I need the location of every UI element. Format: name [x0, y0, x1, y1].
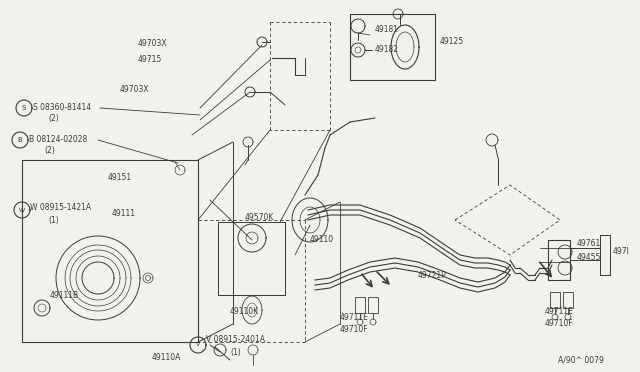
Text: 49151: 49151: [108, 173, 132, 183]
Text: 497I: 497I: [613, 247, 630, 257]
Text: 49711E: 49711E: [340, 314, 369, 323]
Text: V 08915-2401A: V 08915-2401A: [206, 336, 265, 344]
Text: 49111B: 49111B: [50, 291, 79, 299]
Bar: [368, 297, 378, 313]
Text: 49125: 49125: [440, 38, 464, 46]
Text: (1): (1): [230, 347, 241, 356]
Text: 49111: 49111: [112, 208, 136, 218]
Text: S 08360-81414: S 08360-81414: [33, 103, 91, 112]
Text: (2): (2): [44, 145, 55, 154]
Text: 49181: 49181: [375, 26, 399, 35]
Text: (1): (1): [48, 215, 59, 224]
Text: 49455: 49455: [577, 253, 602, 263]
Text: 49570K: 49570K: [245, 214, 275, 222]
Bar: [550, 292, 560, 308]
Text: 49721P: 49721P: [418, 270, 447, 279]
Bar: [355, 297, 365, 313]
Text: 49703X: 49703X: [120, 86, 150, 94]
Text: 49710F: 49710F: [340, 326, 369, 334]
Text: 49710F: 49710F: [545, 320, 573, 328]
Text: V: V: [196, 343, 200, 347]
Text: 49110A: 49110A: [152, 353, 181, 362]
Text: W: W: [19, 208, 25, 212]
Text: 49711E: 49711E: [545, 308, 574, 317]
Text: 49703X: 49703X: [138, 38, 168, 48]
Text: 49715: 49715: [138, 55, 163, 64]
Text: 49110: 49110: [310, 235, 334, 244]
Text: S: S: [22, 105, 26, 111]
Text: A/90^ 0079: A/90^ 0079: [558, 356, 604, 365]
Text: 49110K: 49110K: [230, 308, 259, 317]
Text: 49182: 49182: [375, 45, 399, 55]
Bar: [563, 292, 573, 308]
Text: B 08124-02028: B 08124-02028: [29, 135, 87, 144]
Text: B: B: [18, 137, 22, 143]
Text: 49761: 49761: [577, 240, 601, 248]
Text: (2): (2): [48, 113, 59, 122]
Text: W 08915-1421A: W 08915-1421A: [30, 203, 91, 212]
